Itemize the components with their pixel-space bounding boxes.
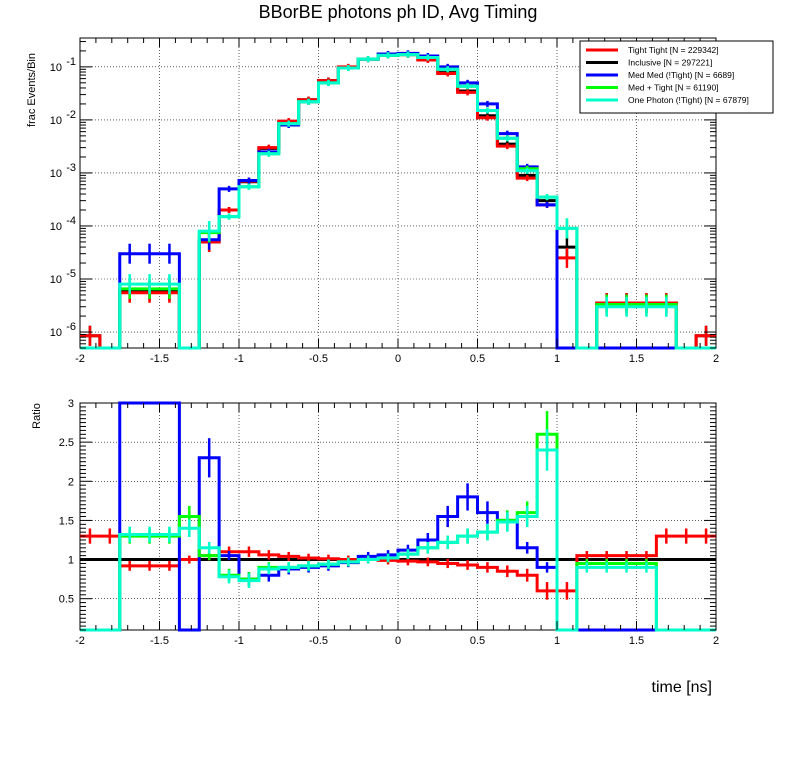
top-ytick-label: 10 -6 bbox=[50, 321, 76, 339]
legend: Tight Tight [N = 229342] Inclusive [N = 2… bbox=[579, 40, 774, 114]
bottom-xtick-label: 1.5 bbox=[629, 635, 644, 647]
top-ytick-label: 10 -5 bbox=[50, 268, 76, 286]
top-ytick-label: 10 -4 bbox=[50, 215, 76, 233]
top-ytick-exp: -4 bbox=[66, 215, 76, 227]
legend-label: Med Med (!Tight) [N = 6689] bbox=[628, 70, 734, 80]
top-xtick-label: -0.5 bbox=[309, 353, 328, 365]
bottom-yticks: 0.5 1 1.5 2 2.5 3 bbox=[59, 398, 716, 631]
top-panel: -2 -1.5 -1 -0.5 0 0.5 1 1.5 2 10-110-210-310-410… bbox=[26, 37, 719, 365]
bottom-panel: -2 -1.5 -1 -0.5 0 0.5 1 1.5 2 0.5 1 1.5 2 2.5 3 Ratio… bbox=[31, 398, 719, 696]
bottom-xtick-label: 0 bbox=[395, 635, 401, 647]
legend-label: Med + Tight [N = 61190] bbox=[628, 83, 719, 93]
bottom-xticks: -2 -1.5 -1 -0.5 0 0.5 1 1.5 2 bbox=[75, 403, 719, 647]
top-xtick-label: 2 bbox=[713, 353, 719, 365]
top-series bbox=[80, 50, 716, 350]
top-xtick-label: 0.5 bbox=[470, 353, 485, 365]
bottom-xtick-label: -2 bbox=[75, 635, 85, 647]
legend-label: Tight Tight [N = 229342] bbox=[628, 45, 719, 55]
top-xtick-label: 1.5 bbox=[629, 353, 644, 365]
top-ytick-base: 10 bbox=[50, 62, 62, 74]
bottom-ytick-label: 0.5 bbox=[59, 594, 74, 606]
top-xtick-label: 0 bbox=[395, 353, 401, 365]
legend-entries: Tight Tight [N = 229342] Inclusive [N = 2… bbox=[586, 45, 749, 105]
bottom-xtick-label: 2 bbox=[713, 635, 719, 647]
bottom-xtick-label: -1 bbox=[234, 635, 244, 647]
legend-label: One Photon (!Tight) [N = 67879] bbox=[628, 95, 749, 105]
top-ytick-exp: -1 bbox=[66, 56, 76, 68]
legend-label: Inclusive [N = 297221] bbox=[628, 58, 712, 68]
top-xtick-label: -1 bbox=[234, 353, 244, 365]
top-yticks: 10 -1 10 -2 10 -3 10 -4 10 -5 10 -6 bbox=[50, 41, 716, 349]
bottom-grid bbox=[80, 403, 716, 630]
top-ytick-base: 10 bbox=[50, 168, 62, 180]
top-series-line-4 bbox=[80, 53, 716, 350]
bottom-xtick-label: 1 bbox=[554, 635, 560, 647]
bottom-ytick-label: 1.5 bbox=[59, 515, 74, 527]
top-ytick-base: 10 bbox=[50, 274, 62, 286]
bottom-series bbox=[80, 401, 716, 632]
bottom-ylabel: Ratio bbox=[31, 403, 43, 429]
bottom-xtick-label: -0.5 bbox=[309, 635, 328, 647]
chart-title: BBorBE photons ph ID, Avg Timing bbox=[259, 2, 538, 22]
top-ytick-exp: -3 bbox=[66, 162, 76, 174]
bottom-ytick-label: 2.5 bbox=[59, 437, 74, 449]
top-ytick-label: 10 -2 bbox=[50, 109, 76, 127]
top-xtick-label: -1.5 bbox=[150, 353, 169, 365]
bottom-ytick-label: 1 bbox=[68, 555, 74, 567]
top-ytick-base: 10 bbox=[50, 221, 62, 233]
top-ylabel: frac Events/Bin bbox=[26, 53, 38, 127]
top-ytick-label: 10 -1 bbox=[50, 56, 76, 74]
bottom-ytick-label: 3 bbox=[68, 398, 74, 410]
bottom-ytick-label: 2 bbox=[68, 476, 74, 488]
top-ytick-exp: -5 bbox=[66, 268, 76, 280]
bottom-xtick-label: 0.5 bbox=[470, 635, 485, 647]
bottom-xtick-label: -1.5 bbox=[150, 635, 169, 647]
top-ytick-base: 10 bbox=[50, 327, 62, 339]
top-ytick-exp: -2 bbox=[66, 109, 76, 121]
bottom-xlabel: time [ns] bbox=[652, 679, 712, 696]
top-ytick-label: 10 -3 bbox=[50, 162, 76, 180]
bottom-series-line-4 bbox=[80, 448, 716, 632]
top-ytick-base: 10 bbox=[50, 115, 62, 127]
top-xtick-label: -2 bbox=[75, 353, 85, 365]
top-xtick-label: 1 bbox=[554, 353, 560, 365]
top-ytick-exp: -6 bbox=[66, 321, 76, 333]
